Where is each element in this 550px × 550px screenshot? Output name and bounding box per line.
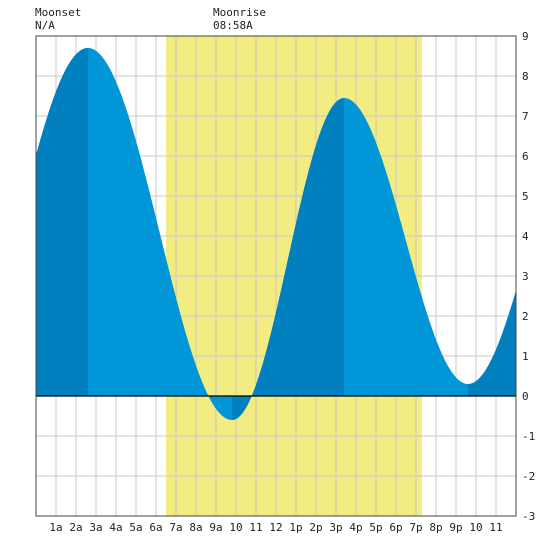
tide-segment-rising [468, 290, 516, 396]
y-tick-label: 1 [522, 350, 529, 363]
y-tick-label: 4 [522, 230, 529, 243]
y-tick-label: 9 [522, 30, 529, 43]
y-tick-label: 2 [522, 310, 529, 323]
x-tick-label: 5p [369, 521, 382, 534]
moonset-label: Moonset [35, 6, 82, 19]
tide-area [36, 48, 516, 420]
x-tick-label: 11 [489, 521, 502, 534]
x-axis-labels: 1a 2a 3a 4a 5a 6a 7a 8a 9a 10 11 12 1p 2p 3p 4p 5p 6p 7p 8p… [49, 521, 502, 534]
x-tick-label: 10 [229, 521, 242, 534]
x-tick-label: 10 [469, 521, 482, 534]
moonrise-value: 08:58A [213, 19, 253, 32]
plot-frame [35, 35, 517, 517]
x-tick-label: 11 [249, 521, 262, 534]
y-tick-label: 0 [522, 390, 529, 403]
moonset-value: N/A [35, 19, 55, 32]
x-tick-label: 6p [389, 521, 402, 534]
x-tick-label: 2a [69, 521, 82, 534]
y-tick-label: 3 [522, 270, 529, 283]
tide-segment-rising [36, 48, 88, 396]
y-tick-label: -1 [522, 430, 535, 443]
y-axis-labels: -3 -2 -1 0 1 2 3 4 5 6 7 8 9 [522, 30, 535, 523]
x-tick-label: 7a [169, 521, 182, 534]
x-tick-label: 4a [109, 521, 122, 534]
y-tick-label: -3 [522, 510, 535, 523]
x-tick-label: 3p [329, 521, 342, 534]
x-tick-label: 12 [269, 521, 282, 534]
y-tick-label: 5 [522, 190, 529, 203]
x-tick-label: 4p [349, 521, 362, 534]
x-tick-label: 9a [209, 521, 222, 534]
x-tick-label: 2p [309, 521, 322, 534]
x-tick-label: 3a [89, 521, 102, 534]
moonrise-label: Moonrise [213, 6, 266, 19]
x-tick-label: 5a [129, 521, 142, 534]
y-tick-label: 6 [522, 150, 529, 163]
tide-segment-rising [232, 98, 344, 420]
x-tick-label: 6a [149, 521, 162, 534]
y-tick-label: 8 [522, 70, 529, 83]
x-tick-label: 1a [49, 521, 62, 534]
x-tick-label: 8p [429, 521, 442, 534]
x-tick-label: 1p [289, 521, 302, 534]
x-tick-label: 7p [409, 521, 422, 534]
tide-fill [36, 48, 516, 420]
x-tick-label: 9p [449, 521, 462, 534]
y-tick-label: 7 [522, 110, 529, 123]
x-tick-label: 8a [189, 521, 202, 534]
y-tick-label: -2 [522, 470, 535, 483]
